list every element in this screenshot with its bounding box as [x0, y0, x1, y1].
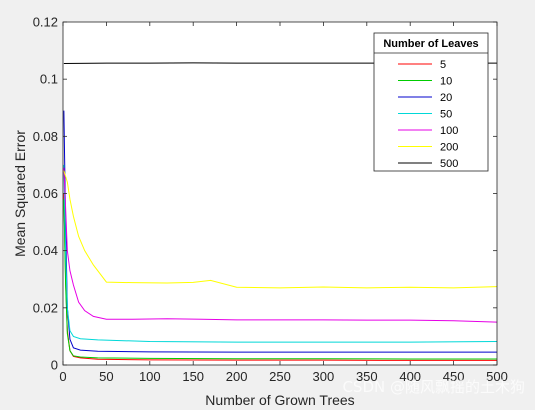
series-line-10 [63, 199, 497, 360]
watermark: CSDN @随风飘摇的土木狗 [342, 378, 525, 396]
y-tick-label: 0 [51, 358, 58, 373]
x-tick-label: 350 [356, 369, 378, 384]
series-line-50 [63, 164, 498, 343]
y-tick-label: 0.08 [33, 129, 58, 144]
legend-title: Number of Leaves [383, 38, 478, 50]
x-axis-label: Number of Grown Trees [205, 392, 354, 408]
series-line-100 [63, 167, 498, 323]
legend-items: 5 10 20 50 100 200 500 [398, 59, 458, 170]
x-tick-label: 300 [313, 369, 335, 384]
x-tick-label: 200 [226, 369, 248, 384]
x-tick-label: 450 [443, 369, 465, 384]
legend-label-20: 20 [440, 92, 452, 104]
legend-label-10: 10 [440, 76, 452, 88]
legend-label-5: 5 [440, 59, 446, 71]
x-tick-label: 0 [59, 369, 66, 384]
tick-layer: 0 50 100 150 200 250 300 350 400 450 500 0 0.02 0.04 0… [33, 15, 508, 385]
y-tick-label: 0.1 [40, 72, 58, 87]
y-axis-label: Mean Squared Error [12, 130, 28, 257]
x-tick-label: 150 [182, 369, 204, 384]
legend: Number of Leaves 5 10 20 50 100 200 500 [373, 32, 489, 172]
y-tick-label: 0.06 [33, 186, 58, 201]
x-tick-label: 50 [99, 369, 113, 384]
legend-label-500: 500 [440, 158, 458, 170]
y-tick-label: 0.04 [33, 243, 58, 258]
legend-label-200: 200 [440, 142, 458, 154]
legend-box [373, 32, 489, 172]
x-tick-label: 500 [486, 369, 508, 384]
legend-label-100: 100 [440, 125, 458, 137]
legend-label-50: 50 [440, 109, 452, 121]
series-line-200 [63, 170, 498, 289]
x-tick-label: 400 [399, 369, 421, 384]
x-tick-label: 250 [269, 369, 291, 384]
x-tick-label: 100 [139, 369, 161, 384]
y-tick-label: 0.12 [33, 15, 58, 30]
y-tick-label: 0.02 [33, 300, 58, 315]
